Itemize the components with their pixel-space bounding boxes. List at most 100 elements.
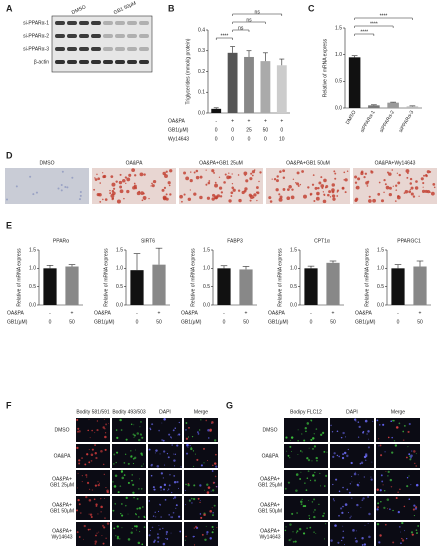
row-label: OA&PA+ [52,528,72,534]
signal [185,437,189,440]
lipid-droplet [355,185,360,190]
signal [184,489,186,492]
lipid-droplet [269,200,273,203]
signal [411,533,414,536]
blot-band [103,21,113,25]
signal [152,515,155,517]
image-label: DMSO [40,160,55,166]
signal [285,436,288,439]
signal [394,444,398,447]
signal [379,444,382,447]
row-label: GB1 25μM [258,482,282,488]
signal [165,533,168,535]
signal [410,484,412,486]
lipid-droplet [378,181,381,184]
lipid-droplet [189,189,191,191]
row-label: GB1 25μM [50,482,74,488]
fluorescence-image [148,418,182,442]
fluorescence-image [284,522,328,546]
lipid-droplet [334,172,337,175]
signal [355,420,357,422]
significance-label: **** [221,33,229,39]
signal [154,452,156,454]
signal [85,476,88,478]
signal [332,455,335,458]
lipid-droplet [252,196,255,199]
signal [189,499,191,501]
lipid-droplet [386,171,389,174]
cell [66,186,69,189]
signal [135,449,137,451]
signal [172,453,174,455]
fluorescence-image [376,470,420,494]
y-tick-label: 0.1 [198,90,205,96]
signal [376,419,379,422]
signal [301,433,303,435]
condition-value: 50 [156,319,162,325]
signal [176,480,179,484]
signal [132,457,135,460]
condition-label: OA&PA [94,310,112,316]
signal [185,422,188,424]
signal [105,423,108,426]
signal [320,433,323,436]
lipid-droplet [94,178,98,181]
condition-value: + [245,310,248,316]
signal [364,419,368,423]
signal [351,497,353,499]
signal [288,538,291,542]
signal [171,444,173,446]
x-tick-label: siPPARα-2 [379,109,396,133]
signal [292,531,294,533]
lipid-droplet [128,173,132,177]
signal [359,463,361,465]
signal [407,446,409,448]
signal [199,484,202,487]
signal [141,488,143,490]
signal [134,525,136,528]
blot-band [103,34,113,38]
signal [177,487,180,490]
lipid-droplet [237,174,240,176]
lipid-droplet [388,172,392,176]
lipid-droplet [327,193,330,197]
lipid-droplet [403,192,406,194]
lipid-droplet [152,179,157,184]
signal [297,429,299,431]
lipid-droplet [422,186,424,188]
signal [84,463,87,466]
signal [335,478,338,481]
signal [96,420,99,422]
signal [305,430,307,433]
y-tick-label: 0.5 [335,79,342,85]
lipid-droplet [429,191,431,193]
condition-value: + [248,118,251,124]
condition-value: 50 [330,319,336,325]
signal [403,424,406,427]
row-label: OA&PA+ [260,476,280,482]
signal [170,516,174,519]
condition-value: 50 [263,127,269,133]
signal [166,538,169,540]
blot-band [103,47,113,51]
signal [391,436,394,439]
lipid-droplet [309,193,312,196]
signal [127,462,130,465]
signal [322,514,325,518]
y-tick-label: 0.0 [29,302,36,308]
signal [138,478,140,480]
signal [161,440,163,442]
y-tick-label: 0.5 [29,284,36,290]
signal [130,423,133,426]
signal [77,498,80,502]
signal [169,474,171,476]
signal [289,439,291,441]
signal [141,465,143,467]
significance-bracket [215,37,233,40]
row-label: OA&PA+ [260,502,280,508]
row-label: OA&PA+ [52,502,72,508]
lipid-droplet [162,195,167,200]
signal [142,463,145,465]
y-tick-label: 1.0 [290,266,297,272]
lipid-droplet [360,171,364,176]
